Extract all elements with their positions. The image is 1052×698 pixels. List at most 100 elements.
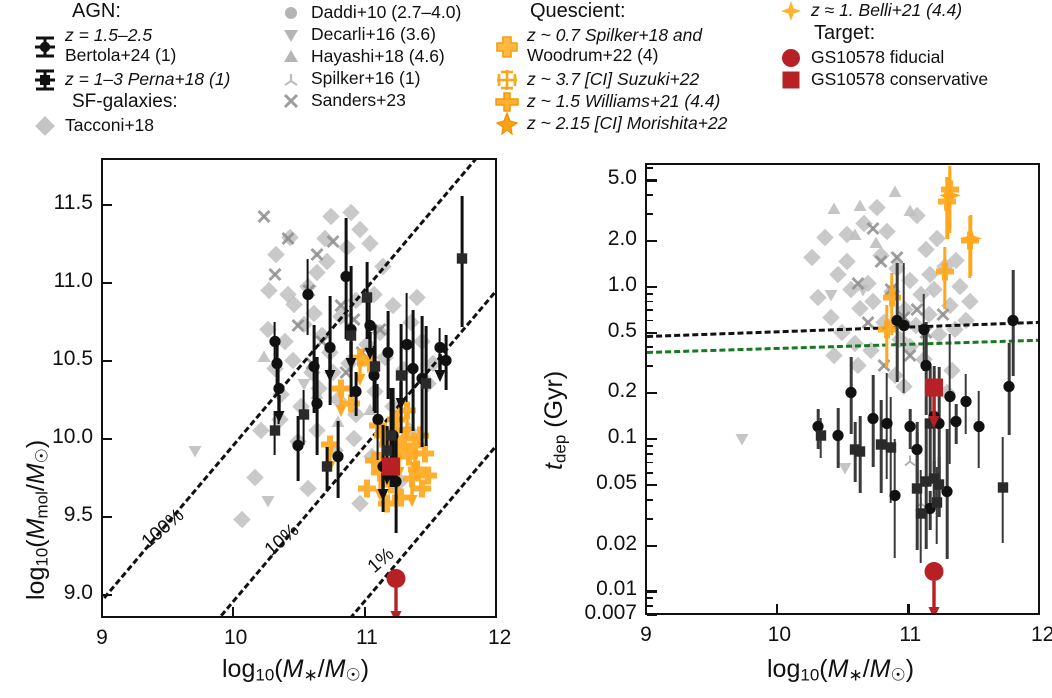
data-point [995,479,1011,500]
data-point [913,506,929,527]
data-point [404,435,426,462]
data-point [308,264,326,287]
data-point [306,358,322,379]
plus-open-orange-icon [494,69,520,91]
plus-filled-orange-icon [494,25,520,69]
right-plot-frame [645,163,1040,615]
legend-label-morishita: z ~ 2.15 [CI] Morishita+22 [527,112,728,133]
right-y-minor-tick [647,392,653,395]
right-x-tick-3 [1038,604,1041,613]
triangle-down-grey-icon [278,24,304,46]
legend-label-bertola-line2: Bertola+24 (1) [65,45,177,66]
data-point [847,441,863,462]
legend-label-williams: z ~ 1.5 Williams+21 (4.4) [527,90,721,111]
data-point [369,461,391,488]
left-x-ticklabel-0: 9 [96,626,108,649]
data-point [929,495,945,516]
data-point [322,207,341,231]
right-y-minor-tick [647,194,653,196]
data-point [342,203,360,226]
legend-label-spilker18-woodrum: z ~ 0.7 Spilker+18 and Woodrum+22 (4) [527,25,742,65]
data-point [971,419,987,440]
data-point [338,268,354,289]
data-point [398,446,420,473]
upper-limit-arrow [926,396,942,435]
data-point [864,292,883,315]
data-point [390,486,412,513]
star4-orange-icon [778,0,804,22]
data-point [883,439,899,460]
data-point [374,257,392,281]
data-point [846,334,864,358]
data-point [371,320,389,343]
legend-item-perna: z = 1–3 Perna+18 (1) [32,69,230,91]
square-errorbar-black-icon [32,69,58,91]
right-y-minor-tick [647,292,653,295]
data-point [867,235,885,258]
data-point [938,183,962,212]
data-point [322,340,338,361]
data-point [379,443,395,464]
data-point [948,413,964,434]
data-point [888,248,906,271]
data-point [267,245,285,268]
right-y-minor-tick [647,319,653,322]
legend-item-daddi: Daddi+10 (2.7–4.0) [278,2,461,24]
circle-red-icon [778,47,804,69]
data-point [886,184,904,207]
data-point [279,285,297,309]
data-point [349,346,371,373]
left-x-axis-title: log10(M∗/M☉) [222,655,370,685]
data-point [947,251,966,274]
legend-label-belli: z ≈ 1. Belli+21 (4.4) [811,0,963,20]
left-x-ticklabel-3: 12 [488,626,512,649]
data-point [921,265,939,288]
data-point [843,385,859,406]
data-point [960,292,979,315]
data-point [885,366,904,389]
right-y-minor-tick [647,239,653,242]
data-point [309,396,325,417]
data-point [901,271,920,294]
data-point [833,323,851,346]
data-point [934,306,952,329]
left-y-tick-2 [103,437,112,440]
data-point [330,449,346,470]
right-y-ticklabel-9: 0.007 [584,601,637,624]
data-point [872,253,890,276]
data-point [370,411,386,432]
data-point [836,458,854,481]
data-point [271,380,287,401]
legend-item-hayashi: Hayashi+18 (4.6) [278,46,461,68]
legend-label-perna: z = 1–3 Perna+18 (1) [65,68,231,89]
legend-column-agn: AGN: z = 1.5–2.5 Bertola+24 (1) [32,0,230,137]
left-y-ticklabel-4: 11.0 [53,268,93,292]
right-y-minor-tick [647,309,653,312]
data-point [324,233,342,256]
data-point [830,427,846,448]
left-plot-frame: 100% 10% 1% [101,158,497,618]
data-point [414,443,436,470]
right-y-ticklabel-6: 0.05 [596,470,637,494]
data-point [384,567,408,596]
data-point [367,358,383,379]
legend-item-decarli: Decarli+16 (3.6) [278,24,461,46]
data-point [255,208,273,231]
data-point [822,286,840,309]
data-point [917,240,935,263]
right-y-ticklabel-8: 0.01 [596,577,637,601]
data-point [922,559,946,588]
data-point [332,297,350,320]
data-point [408,289,426,312]
data-point [852,444,868,465]
right-y-minor-tick [647,300,653,303]
data-point [295,375,313,398]
data-point [925,280,943,304]
right-x-axis-title: log10(M∗/M☉) [767,655,915,685]
data-point [356,477,378,504]
data-point [384,296,403,320]
right-y-minor-tick [647,179,653,182]
right-y-minor-tick [647,544,653,547]
data-point [345,429,363,452]
right-y-tick-9 [647,614,657,617]
